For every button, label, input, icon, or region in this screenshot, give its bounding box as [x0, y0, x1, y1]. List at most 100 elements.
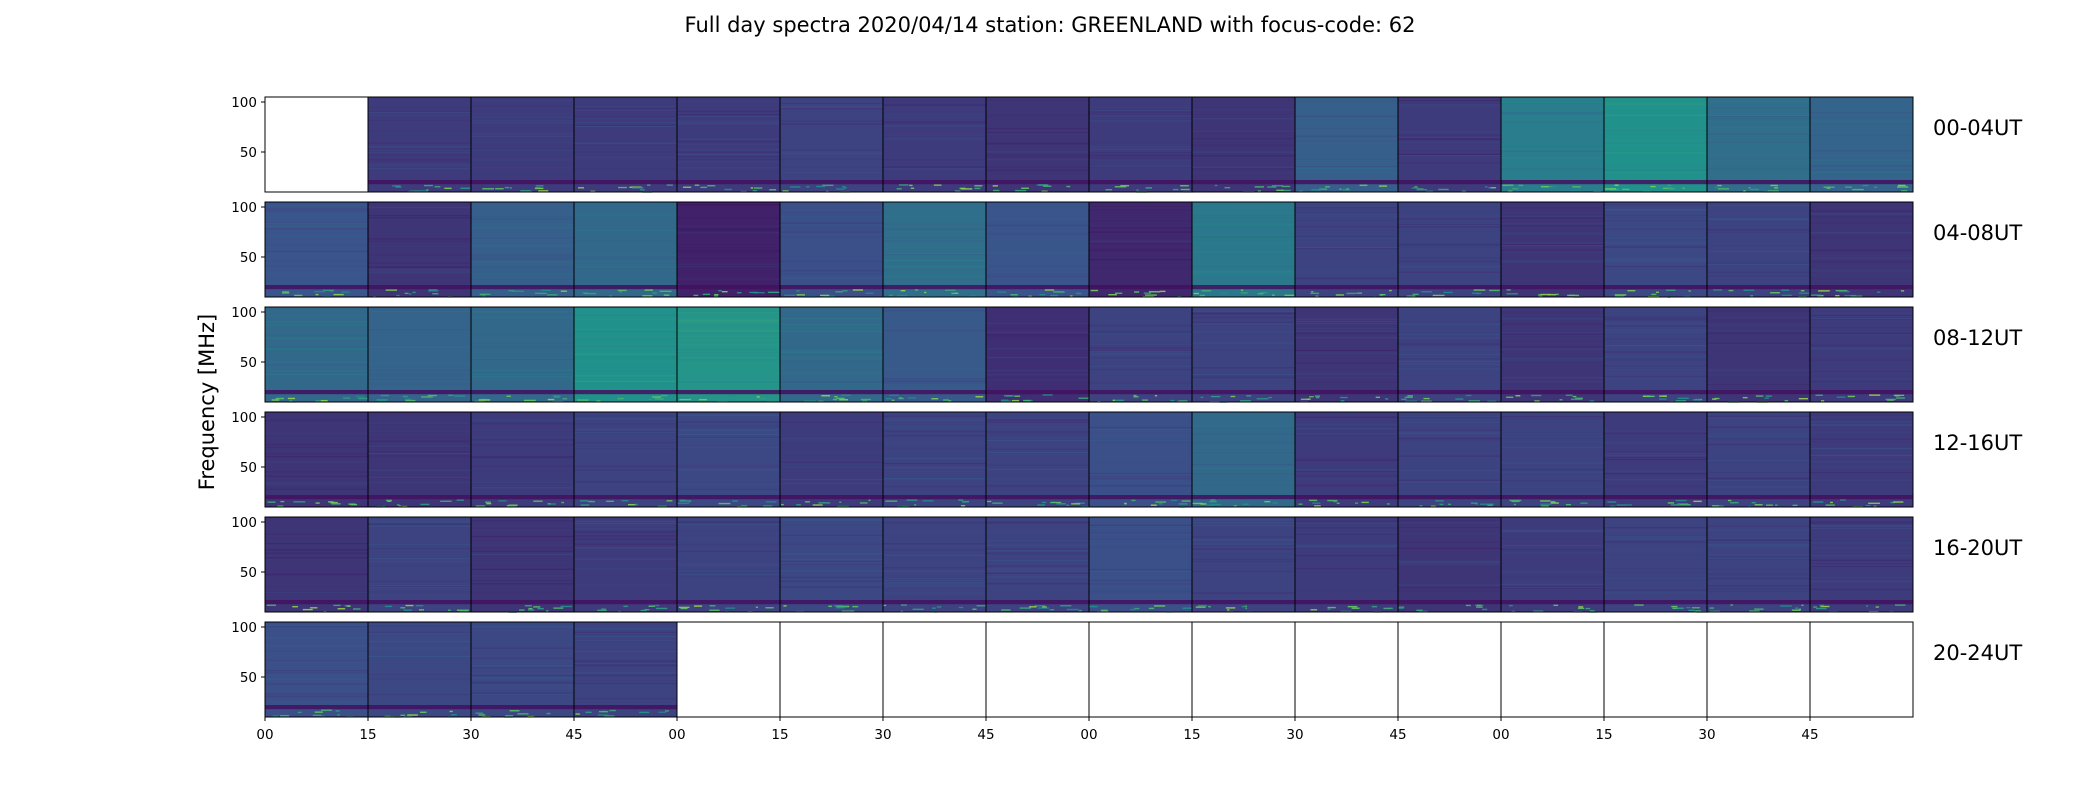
spectrogram-texture	[1501, 471, 1604, 473]
spectrogram-texture	[1707, 479, 1810, 481]
spectrogram-texture	[883, 354, 986, 356]
spectrogram-panel	[1706, 306, 1811, 403]
spectrogram-texture	[574, 680, 677, 682]
spectrogram-texture	[368, 585, 471, 587]
interference-speckle	[736, 292, 742, 294]
spectrogram-texture	[471, 441, 574, 443]
interference-speckle	[1813, 606, 1817, 608]
spectrogram-texture	[265, 452, 368, 454]
interference-speckle	[623, 605, 629, 608]
spectrogram-texture	[1501, 113, 1604, 115]
spectrogram-texture	[1192, 538, 1295, 540]
spectrogram-texture	[883, 254, 986, 256]
low-frequency-band	[986, 180, 1089, 185]
spectrogram-texture	[780, 564, 883, 567]
spectrogram-texture	[265, 625, 368, 627]
spectrogram-texture	[265, 443, 368, 446]
interference-speckle	[1324, 186, 1330, 188]
spectrogram-texture	[368, 591, 471, 593]
spectrogram-texture	[368, 564, 471, 567]
spectrogram-texture	[1192, 238, 1295, 240]
spectrogram-texture	[1707, 158, 1810, 160]
spectrogram-texture	[1707, 585, 1810, 587]
row-label: 20-24UT	[1933, 641, 2022, 665]
spectrogram-texture	[265, 323, 368, 326]
spectrogram-texture	[1295, 469, 1398, 472]
spectrogram-texture	[1501, 575, 1604, 577]
spectrogram-texture	[574, 442, 677, 444]
spectrogram-texture	[265, 213, 368, 215]
interference-speckle	[1693, 500, 1702, 503]
spectrogram-fill	[368, 622, 471, 717]
interference-speckle	[958, 606, 964, 609]
spectrogram-texture	[677, 377, 780, 380]
spectrogram-texture	[1501, 132, 1604, 134]
interference-speckle	[1412, 293, 1419, 296]
interference-speckle	[975, 396, 984, 398]
interference-speckle	[1540, 500, 1551, 502]
interference-speckle	[1042, 184, 1049, 186]
spectrogram-texture	[1398, 231, 1501, 233]
spectrogram-texture	[1501, 377, 1604, 379]
spectrogram-texture	[1604, 141, 1707, 143]
spectrogram-texture	[1810, 166, 1913, 168]
spectrogram-texture	[677, 138, 780, 140]
spectrogram-texture	[1295, 248, 1398, 250]
spectrogram-texture	[471, 254, 574, 256]
interference-speckle	[640, 189, 645, 191]
spectrogram-texture	[1295, 100, 1398, 103]
interference-speckle	[1134, 291, 1140, 293]
spectrogram-texture	[780, 380, 883, 383]
interference-speckle	[1659, 395, 1667, 397]
interference-speckle	[584, 292, 597, 295]
interference-speckle	[1041, 190, 1048, 192]
interference-speckle	[1443, 291, 1453, 294]
interference-speckle	[1421, 400, 1432, 403]
interference-speckle	[1651, 293, 1657, 296]
spectrogram-texture	[1810, 472, 1913, 474]
y-tick-label: 100	[231, 410, 257, 426]
spectrogram-texture	[780, 153, 883, 155]
interference-speckle	[841, 186, 846, 188]
spectrogram-texture	[265, 350, 368, 352]
interference-speckle	[1327, 608, 1331, 610]
spectrogram-texture	[1295, 270, 1398, 272]
interference-speckle	[1475, 503, 1479, 505]
interference-speckle	[1468, 400, 1480, 402]
spectrogram-panel	[676, 201, 781, 298]
interference-speckle	[1432, 294, 1445, 297]
spectrogram-texture	[883, 115, 986, 117]
spectrogram-texture	[471, 487, 574, 489]
spectrogram-texture	[471, 342, 574, 344]
interference-speckle	[1389, 607, 1393, 610]
interference-speckle	[1616, 504, 1627, 506]
interference-speckle	[1240, 292, 1248, 294]
spectrogram-texture	[1398, 162, 1501, 164]
spectrogram-texture	[1604, 359, 1707, 361]
spectrogram-texture	[1295, 215, 1398, 217]
spectrogram-texture	[883, 562, 986, 564]
spectrogram-fill	[986, 412, 1089, 507]
interference-speckle	[415, 605, 424, 607]
spectrogram-texture	[986, 540, 1089, 542]
interference-speckle	[1314, 395, 1321, 397]
interference-speckle	[421, 396, 433, 398]
spectrogram-texture	[368, 130, 471, 132]
spectrogram-texture	[574, 108, 677, 110]
interference-speckle	[1709, 610, 1720, 613]
spectrogram-texture	[1089, 158, 1192, 160]
spectrogram-texture	[780, 570, 883, 572]
spectrogram-texture	[1192, 543, 1295, 545]
interference-speckle	[652, 396, 661, 398]
spectrogram-fill	[265, 202, 368, 297]
spectrogram-texture	[883, 251, 986, 253]
interference-speckle	[1626, 504, 1633, 506]
spectrogram-texture	[1295, 526, 1398, 528]
spectrogram-texture	[1810, 144, 1913, 146]
spectrogram-texture	[471, 166, 574, 169]
interference-speckle	[1742, 396, 1748, 399]
interference-speckle	[1893, 501, 1904, 503]
interference-speckle	[1220, 292, 1229, 295]
spectrogram-texture	[1398, 338, 1501, 340]
interference-speckle	[784, 294, 796, 296]
